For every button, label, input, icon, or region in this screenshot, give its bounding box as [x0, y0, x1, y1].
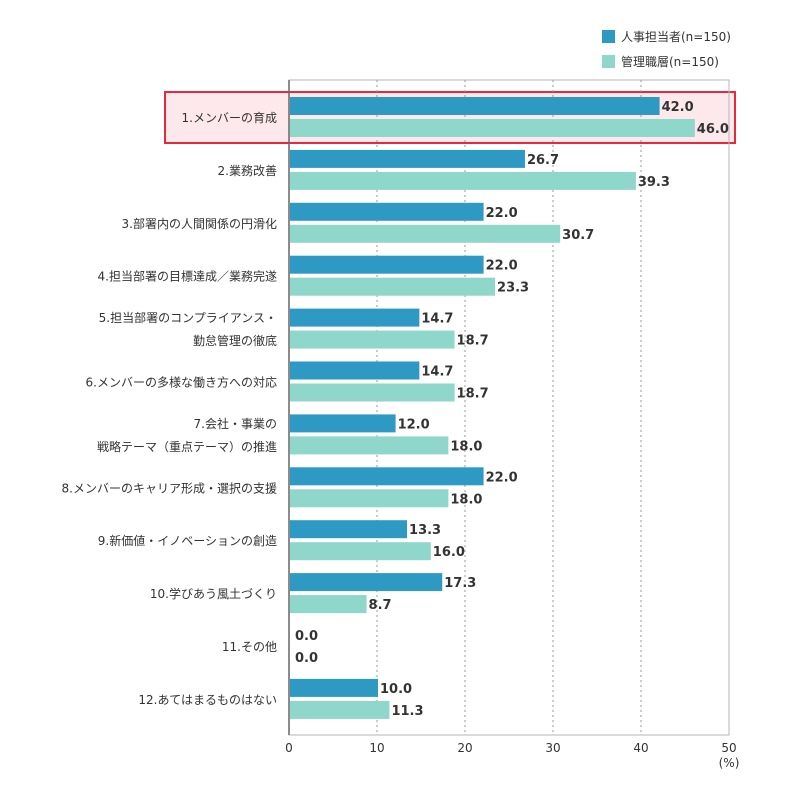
data-label: 13.3	[409, 523, 441, 538]
category-label: 10.学びあう風土づくり	[150, 586, 277, 601]
data-label: 22.0	[486, 470, 518, 485]
legend-label: 人事担当者(n=150)	[621, 30, 731, 44]
data-label: 12.0	[398, 417, 430, 432]
category-label: 3.部署内の人間関係の円滑化	[122, 216, 277, 231]
bar-manager	[290, 542, 431, 561]
legend-swatch	[602, 30, 615, 43]
bar-manager	[290, 383, 455, 402]
bar-hr	[290, 255, 484, 274]
x-tick-label: 50	[721, 741, 736, 755]
bar-manager	[290, 700, 390, 719]
data-label: 30.7	[562, 228, 594, 243]
bar-hr	[290, 520, 408, 539]
data-label: 42.0	[662, 100, 694, 115]
data-label: 8.7	[369, 598, 392, 613]
category-label: 2.業務改善	[218, 163, 277, 178]
legend-label: 管理職層(n=150)	[621, 54, 719, 69]
category-label: 12.あてはまるものはない	[138, 693, 277, 707]
bar-hr	[290, 678, 378, 697]
bar-manager	[290, 595, 367, 614]
x-tick-label: 10	[369, 741, 384, 755]
bar-manager	[290, 171, 636, 190]
x-tick-label: 0	[285, 741, 293, 755]
category-label: 5.担当部署のコンプライアンス・	[99, 310, 277, 325]
data-label: 18.0	[450, 439, 482, 454]
bar-hr	[290, 414, 396, 433]
data-label: 39.3	[638, 175, 670, 190]
bar-manager	[290, 224, 561, 243]
category-label: 8.メンバーのキャリア形成・選択の支援	[62, 481, 277, 495]
bar-manager	[290, 119, 695, 137]
data-label: 22.0	[486, 259, 518, 274]
x-tick-label: 30	[545, 741, 560, 755]
bar-hr	[290, 97, 660, 115]
data-label: 23.3	[497, 281, 529, 296]
data-label: 18.0	[450, 492, 482, 507]
x-unit-label: (%)	[719, 756, 740, 770]
x-tick-label: 40	[633, 741, 648, 755]
bar-hr	[290, 361, 420, 380]
category-label: 6.メンバーの多様な働き方への対応	[86, 375, 277, 390]
bar-hr	[290, 202, 484, 221]
category-label: 4.担当部署の目標達成／業務完遂	[98, 269, 277, 284]
bar-manager	[290, 330, 455, 349]
bar-hr	[290, 467, 484, 486]
category-label: 戦略テーマ（重点テーマ）の推進	[97, 439, 277, 454]
bar-manager	[290, 489, 449, 508]
bar-manager	[290, 436, 449, 455]
category-label: 1.メンバーの育成	[182, 110, 277, 125]
category-label: 9.新価値・イノベーションの創造	[98, 533, 277, 548]
data-label: 0.0	[295, 629, 318, 644]
bar-hr	[290, 149, 525, 168]
legend-swatch	[602, 55, 615, 68]
data-label: 18.7	[457, 334, 489, 349]
data-label: 16.0	[433, 545, 465, 560]
x-tick-label: 20	[457, 741, 472, 755]
category-label: 勤怠管理の徹底	[193, 333, 277, 348]
data-label: 18.7	[457, 387, 489, 402]
data-label: 0.0	[295, 651, 318, 666]
data-label: 14.7	[421, 312, 453, 327]
data-label: 11.3	[391, 704, 423, 719]
data-label: 14.7	[421, 365, 453, 380]
bar-hr	[290, 308, 420, 327]
bar-manager	[290, 277, 496, 296]
data-label: 10.0	[380, 682, 412, 697]
category-label: 7.会社・事業の	[194, 416, 277, 431]
data-label: 46.0	[697, 122, 729, 137]
category-label: 11.その他	[222, 640, 277, 654]
data-label: 17.3	[444, 576, 476, 591]
data-label: 22.0	[486, 206, 518, 221]
bar-hr	[290, 573, 443, 592]
data-label: 26.7	[527, 153, 559, 168]
